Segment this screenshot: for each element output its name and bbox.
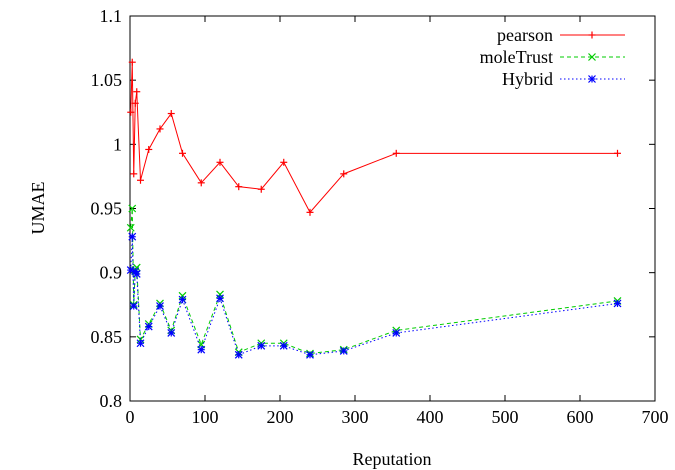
series-line-Hybrid [130,236,618,356]
y-axis-label: UMAE [28,181,48,234]
data-point-pearson [306,208,314,216]
data-point-Hybrid [306,350,314,359]
x-tick-label: 200 [267,407,294,427]
x-tick-label: 600 [567,407,594,427]
data-point-pearson [156,125,164,133]
x-tick-label: 700 [642,407,669,427]
data-point-Hybrid [126,266,135,275]
plot-frame [129,15,656,402]
series-line-moleTrust [130,208,618,355]
x-tick-label: 500 [492,407,519,427]
data-point-Hybrid [128,232,137,241]
data-point-pearson [133,88,141,96]
series-moleTrust [126,204,622,358]
data-point-Hybrid [197,345,206,354]
legend-marker [588,31,596,39]
data-point-pearson [216,158,224,166]
legend-label: moleTrust [480,47,553,67]
data-point-Hybrid [144,322,153,331]
y-tick-label: 1.1 [100,6,123,26]
data-point-pearson [179,149,186,157]
x-tick-label: 100 [192,407,219,427]
x-tick-label: 300 [342,407,369,427]
y-tick-label: 1.05 [91,70,123,90]
data-point-Hybrid [129,302,138,310]
y-tick-label: 0.9 [100,263,123,283]
axes: 0 100 200 300 400 500 600 700 0.8 0.85 0.9 0.95 1 1.0… [91,6,669,427]
data-point-pearson [131,99,139,107]
data-point-Hybrid [279,341,288,350]
data-point-pearson [145,145,153,153]
data-point-pearson [614,149,621,157]
data-point-moleTrust [126,223,135,232]
legend-label: pearson [497,25,553,45]
data-point-pearson [128,58,136,66]
data-point-Hybrid [339,347,348,355]
data-point-moleTrust [128,204,137,213]
legend-marker [588,75,596,83]
data-point-Hybrid [392,329,401,337]
y-tick-label: 0.95 [91,199,123,219]
series-Hybrid [126,232,622,359]
data-point-pearson [130,170,138,178]
y-tick-label: 0.85 [91,327,123,347]
legend-label: Hybrid [502,69,553,89]
data-point-pearson [340,170,348,178]
data-point-pearson [257,185,265,193]
x-tick-label: 0 [126,407,135,427]
data-point-pearson [392,149,400,157]
y-tick-label: 1 [113,134,122,154]
data-point-pearson [235,183,243,191]
data-point-Hybrid [167,329,176,337]
data-point-pearson [167,110,175,118]
data-point-pearson [137,176,144,184]
data-point-Hybrid [234,350,243,359]
data-point-pearson [197,179,205,187]
data-point-Hybrid [156,302,164,310]
data-point-pearson [127,108,135,116]
series-layer [126,58,622,359]
data-point-Hybrid [132,270,141,278]
data-point-Hybrid [613,299,622,308]
y-tick-label: 0.8 [100,391,123,411]
series-pearson [127,58,621,216]
data-point-Hybrid [178,295,187,304]
x-tick-label: 400 [417,407,444,427]
data-point-pearson [280,158,288,166]
data-point-Hybrid [136,339,145,348]
data-point-Hybrid [216,294,224,303]
legend-marker [588,53,596,61]
data-point-Hybrid [257,341,266,350]
x-axis-label: Reputation [353,449,432,469]
